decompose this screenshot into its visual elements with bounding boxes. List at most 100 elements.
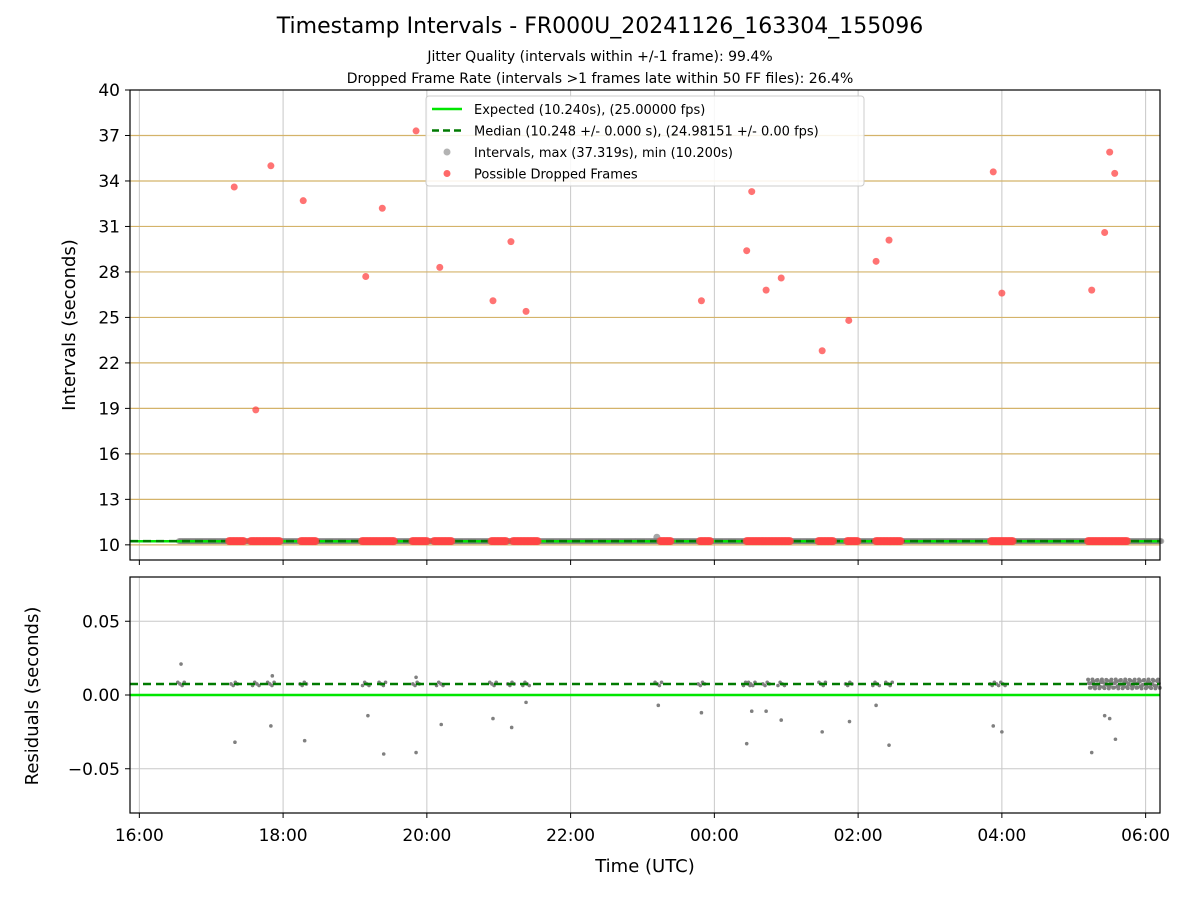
residual-point <box>1113 737 1118 742</box>
residual-point <box>751 683 755 688</box>
legend-entry-label: Expected (10.240s), (25.00000 fps) <box>474 103 705 118</box>
dropped-frame-point <box>1101 229 1109 237</box>
residual-point <box>1095 677 1100 682</box>
residual-point <box>1149 686 1154 691</box>
time-x-tick-label: 22:00 <box>546 826 595 846</box>
residuals-axes-frame <box>129 576 1161 814</box>
dropped-frame-point <box>275 537 284 546</box>
residual-point <box>1144 684 1149 689</box>
residual-point <box>847 719 852 724</box>
dropped-frame-point <box>311 537 320 546</box>
dropped-frame-point <box>998 289 1006 297</box>
dropped-frame-point <box>1008 537 1017 546</box>
intervals-panel: 10 13 16 19 22 25 28 31 34 37 40 Expected (10.240s)… <box>98 81 1165 565</box>
residual-point <box>302 738 307 743</box>
intervals-y-tick-label: 22 <box>98 354 120 374</box>
dropped-frame-point <box>1122 537 1131 546</box>
residual-point <box>779 718 784 722</box>
intervals-y-tick-label: 40 <box>98 81 120 101</box>
dropped-frame-point <box>267 162 275 170</box>
intervals-y-tick-label: 34 <box>98 172 120 192</box>
residual-point <box>270 683 274 688</box>
dropped-frame-point <box>489 297 497 305</box>
dropped-frame-point <box>422 537 431 546</box>
intervals-y-tick-label: 13 <box>98 490 120 510</box>
residuals-y-tick-label: 0.00 <box>82 686 120 706</box>
legend-entry-label: Intervals, max (37.319s), min (10.200s) <box>474 146 733 161</box>
dropped-frame-point <box>785 537 794 546</box>
dropped-frame-point <box>1106 148 1114 156</box>
intervals-y-axis-label: Intervals (seconds) <box>59 239 80 411</box>
residual-point <box>744 741 749 746</box>
residual-point <box>1102 686 1107 691</box>
residual-point <box>820 730 824 734</box>
residual-point <box>763 683 767 688</box>
dropped-frame-point <box>818 347 826 355</box>
chart-title: Timestamp Intervals - FR000U_20241126_16… <box>276 14 924 39</box>
intervals-y-tick-label: 28 <box>98 263 120 283</box>
residual-point <box>1125 686 1130 691</box>
dropped-frame-point <box>412 127 420 135</box>
residual-point <box>1000 730 1004 734</box>
dropped-frame-point <box>872 257 880 265</box>
intervals-y-tick-label: 25 <box>98 308 120 328</box>
intervals-y-tick-label: 31 <box>98 217 120 237</box>
residual-point <box>270 674 275 678</box>
residual-point <box>1114 679 1119 684</box>
residual-point <box>1135 685 1140 690</box>
dropped-frame-point <box>896 537 905 546</box>
dropped-frame-point <box>762 286 770 294</box>
residual-point <box>360 683 365 688</box>
residual-point <box>414 675 418 680</box>
dropped-frame-point <box>362 272 370 280</box>
residual-point <box>1151 678 1156 683</box>
residual-point <box>1093 686 1098 691</box>
residual-point <box>381 752 386 756</box>
residual-point <box>1128 678 1133 683</box>
residual-point <box>698 683 703 688</box>
residual-point <box>1132 677 1137 682</box>
time-x-tick-label: 00:00 <box>690 826 739 846</box>
dropped-frame-point <box>239 537 248 546</box>
residual-point <box>509 725 514 730</box>
dropped-frame-point <box>436 263 444 271</box>
residual-point <box>749 709 754 714</box>
legend-entry-label: Median (10.248 +/- 0.000 s), (24.98151 +… <box>474 125 819 140</box>
dropped-frame-point <box>230 183 238 191</box>
residual-point <box>179 662 183 666</box>
time-x-tick-label: 16:00 <box>115 826 164 846</box>
time-x-tick-label: 02:00 <box>834 826 883 846</box>
dropped-frame-point <box>1088 286 1096 294</box>
dropped-frame-point <box>885 236 893 244</box>
residual-point <box>1086 677 1091 682</box>
legend-dropped-swatch <box>443 170 451 177</box>
residuals-panel: −0.05 0.00 0.05 16:00 18:00 20:00 22:00 00:00 02… <box>68 576 1170 846</box>
dropped-frame-point <box>1111 169 1119 177</box>
dropped-frame-point <box>989 168 997 176</box>
dropped-frame-point <box>706 537 715 546</box>
residual-point <box>699 710 704 715</box>
residual-point <box>269 724 273 728</box>
dropped-frame-point <box>743 247 751 255</box>
residual-point <box>1137 679 1142 684</box>
residual-point <box>1098 684 1103 689</box>
dropped-frame-point <box>853 537 862 546</box>
dropped-frame-point <box>828 537 837 546</box>
residual-point <box>527 683 532 688</box>
time-x-tick-label: 18:00 <box>259 826 308 846</box>
residual-point <box>656 703 661 708</box>
legend-box <box>425 95 865 187</box>
residuals-y-tick-label: 0.05 <box>82 612 120 632</box>
dropped-frame-point <box>845 316 853 324</box>
residual-point <box>1091 679 1096 684</box>
residual-point <box>659 680 664 685</box>
residual-point <box>1118 677 1123 682</box>
residual-point <box>257 683 261 688</box>
residual-point <box>1107 716 1112 721</box>
residual-point <box>1139 686 1144 691</box>
residual-point <box>776 683 780 688</box>
residual-point <box>1116 686 1121 691</box>
jitter-quality-subtitle: Jitter Quality (intervals within +/-1 fr… <box>427 49 773 65</box>
dropped-frame-point <box>501 537 510 546</box>
